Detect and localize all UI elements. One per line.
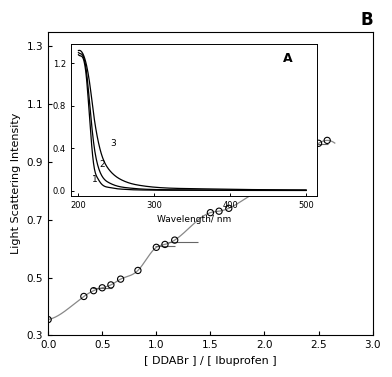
- Y-axis label: Light Scattering Intensity: Light Scattering Intensity: [11, 113, 21, 254]
- Point: [162, 241, 168, 247]
- Point: [316, 140, 322, 146]
- Point: [216, 208, 222, 214]
- Point: [99, 285, 105, 291]
- Point: [270, 185, 276, 191]
- Point: [108, 282, 114, 288]
- Point: [135, 267, 141, 273]
- Point: [118, 276, 124, 282]
- Point: [207, 210, 214, 216]
- Point: [81, 293, 87, 299]
- Point: [172, 237, 178, 243]
- Point: [153, 244, 160, 250]
- Point: [91, 288, 97, 294]
- Point: [45, 317, 51, 323]
- Text: B: B: [360, 11, 373, 29]
- Point: [324, 137, 330, 143]
- Point: [261, 187, 268, 193]
- Point: [226, 205, 232, 211]
- X-axis label: [ DDABr ] / [ Ibuprofen ]: [ DDABr ] / [ Ibuprofen ]: [144, 356, 277, 366]
